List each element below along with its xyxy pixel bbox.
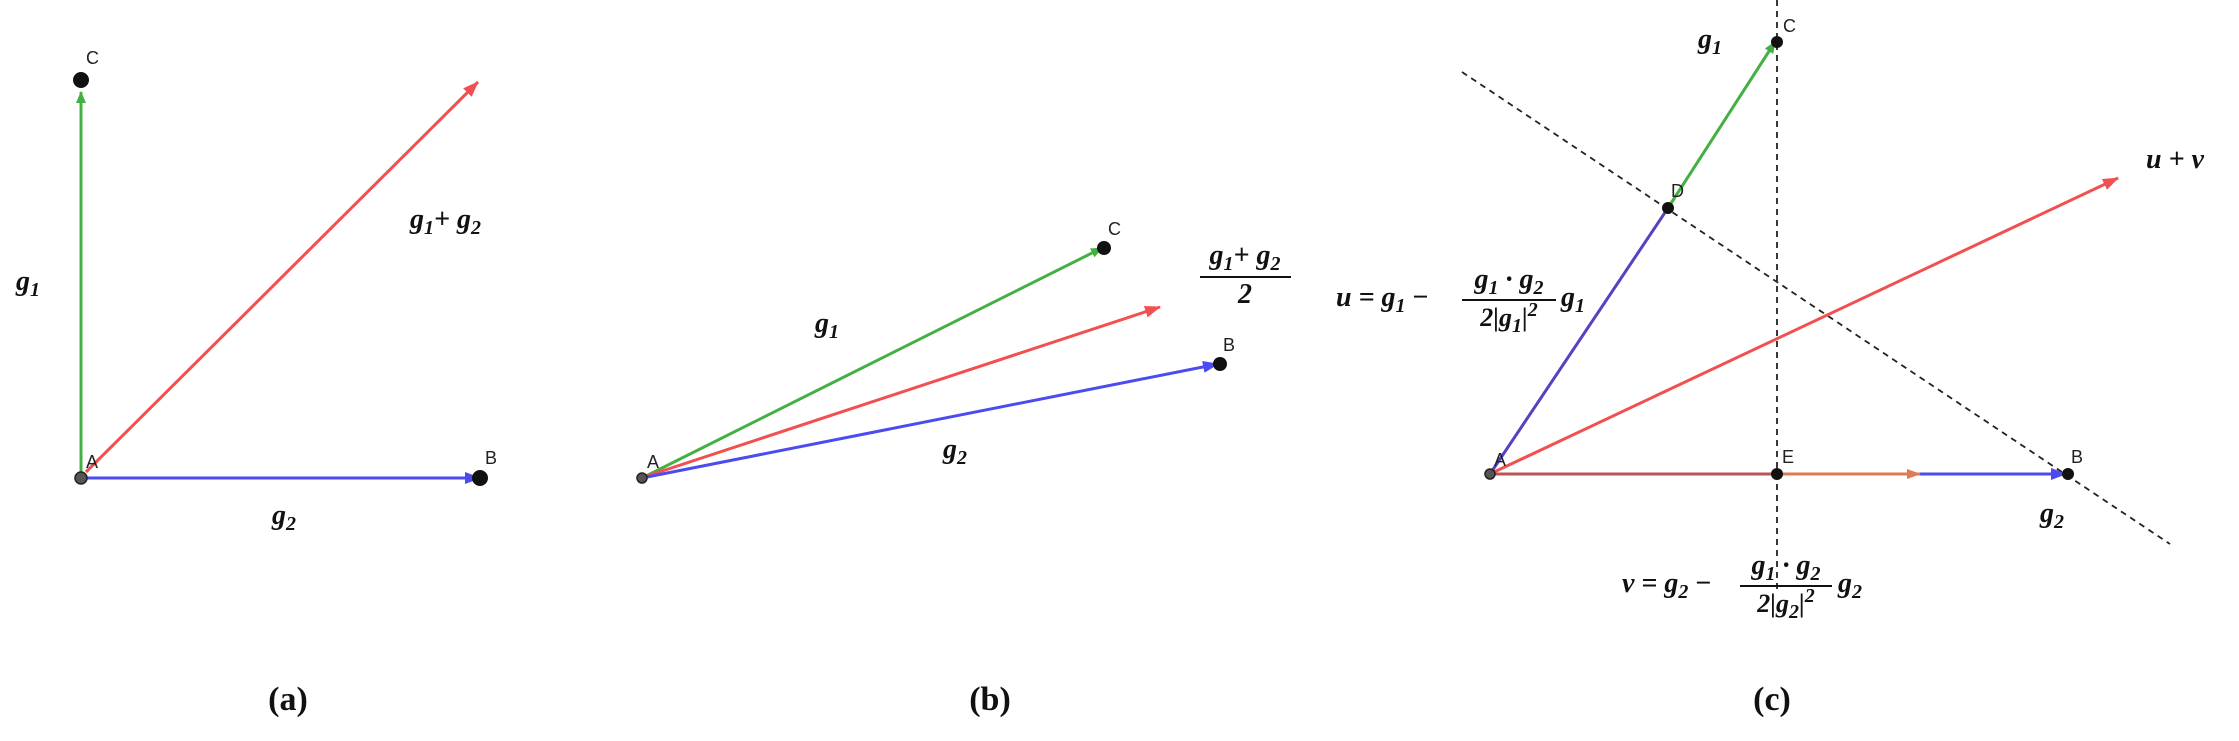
- label-sum: g1+ g2: [409, 204, 481, 239]
- formula-v: v = g2 − g1 · g2 2|g2|2 g2: [1622, 550, 1862, 623]
- label-g2: g2: [942, 434, 967, 469]
- point-c-marker: [73, 72, 89, 88]
- panel-a: A B C g1 g2 g1+ g2 (a): [15, 48, 497, 718]
- vector-g1-segment: [1666, 41, 1777, 209]
- point-b-label: B: [2071, 447, 2083, 467]
- vector-g2-arrow: [641, 361, 1219, 480]
- formula-v-numerator: g1 · g2: [1751, 550, 1821, 585]
- point-b-marker: [2062, 468, 2074, 480]
- vector-g1-arrow: [641, 246, 1103, 480]
- formula-u-lhs: u = g1 −: [1336, 282, 1429, 317]
- vector-u-plus-v-arrow: [1491, 176, 2119, 475]
- point-e-marker: [1771, 468, 1783, 480]
- formula-u: u = g1 − g1 · g2 2|g1|2 g1: [1336, 264, 1585, 337]
- point-c-label: C: [1108, 219, 1121, 239]
- caption-a: (a): [268, 681, 308, 718]
- panel-b: A B C g1 g2 g1+ g2 2 (b): [636, 219, 1291, 718]
- point-c-label: C: [1783, 16, 1796, 36]
- caption-c: (c): [1753, 681, 1791, 718]
- label-g1: g1: [15, 266, 40, 301]
- formula-v-tail: g2: [1837, 568, 1862, 603]
- point-e-label: E: [1782, 447, 1794, 467]
- point-b-label: B: [1223, 335, 1235, 355]
- vector-mean-arrow: [643, 305, 1161, 479]
- label-g1: g1: [814, 308, 839, 343]
- label-g2: g2: [271, 500, 296, 535]
- point-c-marker: [1097, 241, 1111, 255]
- formula-v-denominator: 2|g2|2: [1756, 585, 1814, 623]
- label-g1: g1: [1697, 24, 1722, 59]
- vector-u-segment: [1488, 207, 1670, 475]
- point-a-marker: [74, 471, 88, 485]
- point-a-label: A: [647, 452, 659, 472]
- fraction-numerator: g1+ g2: [1209, 240, 1281, 275]
- point-b-marker: [1213, 357, 1227, 371]
- label-g2: g2: [2039, 498, 2064, 533]
- formula-u-tail: g1: [1560, 282, 1585, 317]
- formula-u-denominator: 2|g1|2: [1479, 299, 1537, 337]
- point-a-label: A: [86, 452, 98, 472]
- formula-u-numerator: g1 · g2: [1474, 264, 1544, 299]
- point-c-marker: [1771, 36, 1783, 48]
- label-mean-fraction: g1+ g2 2: [1200, 240, 1291, 310]
- point-d-label: D: [1671, 181, 1684, 201]
- fraction-denominator: 2: [1237, 279, 1252, 310]
- point-b-label: B: [485, 448, 497, 468]
- point-a-label: A: [1494, 450, 1506, 470]
- point-c-label: C: [86, 48, 99, 68]
- point-a-marker: [1484, 468, 1496, 480]
- caption-b: (b): [969, 681, 1011, 718]
- point-b-marker: [472, 470, 488, 486]
- dashed-line-diagonal: [1461, 71, 2171, 545]
- vector-sum-arrow: [84, 80, 480, 474]
- label-u-plus-v: u + v: [2146, 144, 2205, 175]
- panel-c: A B C D E g1 g2 u + v u = g1 − g1 · g2 2…: [1336, 0, 2205, 718]
- point-a-marker: [636, 472, 648, 484]
- point-d-marker: [1662, 202, 1674, 214]
- formula-v-lhs: v = g2 −: [1622, 568, 1711, 603]
